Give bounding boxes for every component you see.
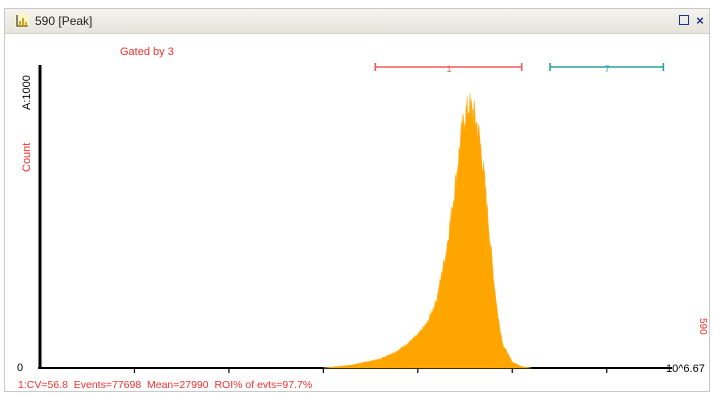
roi-marker-7[interactable]: 7 [549, 63, 665, 74]
x-max-label: 10^6.67 [666, 363, 705, 375]
y-axis-label: Count [21, 143, 33, 172]
y-max-label: A:1000 [21, 75, 33, 110]
histogram-area [323, 92, 532, 369]
roi-label: 7 [605, 64, 610, 74]
histogram-icon [15, 14, 29, 28]
x-axis-ticks [133, 368, 608, 373]
roi-label: 1 [447, 64, 452, 74]
y-min-label: 0 [17, 362, 23, 374]
x-parameter-label: 590 [697, 318, 708, 335]
roi-marker-1[interactable]: 1 [374, 63, 523, 74]
restore-icon[interactable] [677, 13, 691, 27]
gate-label: Gated by 3 [120, 46, 174, 58]
close-icon[interactable]: × [696, 12, 704, 28]
title-bar[interactable]: 590 [Peak] × [5, 9, 709, 34]
statistics-line: 1:CV=56.8 Events=77698 Mean=27990 ROI% o… [18, 379, 312, 391]
window-title: 590 [Peak] [35, 14, 93, 28]
histogram-window: 590 [Peak] × [4, 8, 710, 392]
